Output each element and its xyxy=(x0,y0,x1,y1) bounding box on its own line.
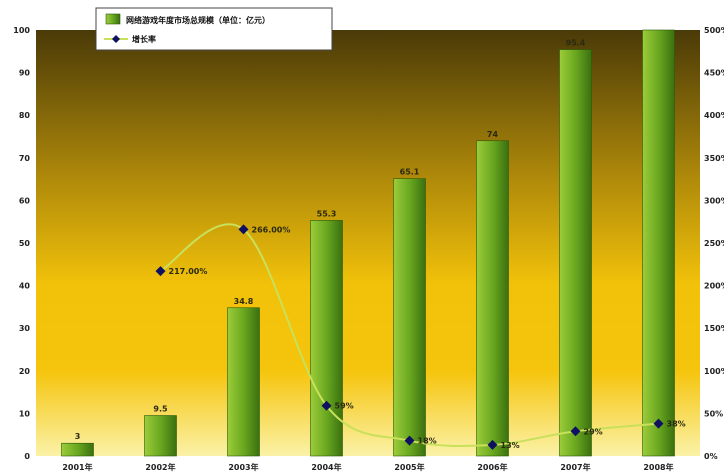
bar xyxy=(476,140,509,457)
y2-tick-label: 300% xyxy=(704,196,724,205)
x-tick-label: 2008年 xyxy=(643,462,673,472)
growth-marker xyxy=(321,400,332,411)
growth-marker xyxy=(570,426,581,437)
y-tick-label: 90 xyxy=(19,69,31,78)
growth-marker xyxy=(238,224,249,235)
legend-line-marker xyxy=(112,35,120,43)
growth-value-label: 266.00% xyxy=(252,225,291,234)
x-tick-label: 2006年 xyxy=(477,462,507,472)
plot-background xyxy=(36,30,700,456)
y-axis-left: 0 10 20 30 40 50 60 70 80 90 100 xyxy=(13,26,30,461)
bar-value-label: 95.4 xyxy=(566,39,586,48)
bar xyxy=(227,307,260,457)
y-tick-label: 40 xyxy=(19,282,31,291)
growth-line-series: 217.00% 266.00% 59% 18% 13% 29% 38% xyxy=(155,223,686,450)
x-tick-label: 2001年 xyxy=(62,462,92,472)
bar xyxy=(642,29,675,457)
growth-value-label: 59% xyxy=(335,402,354,411)
bar-value-label: 9.5 xyxy=(153,405,168,414)
y2-tick-label: 450% xyxy=(704,69,724,78)
y2-tick-label: 100% xyxy=(704,367,724,376)
growth-marker xyxy=(487,439,498,450)
y2-tick-label: 50% xyxy=(704,409,723,418)
x-tick-label: 2002年 xyxy=(145,462,175,472)
bar-value-label: 55.3 xyxy=(317,209,337,218)
y-axis-right: 0% 50% 100% 150% 200% 250% 300% 350% 400% 450% 500… xyxy=(704,26,724,461)
y-tick-label: 20 xyxy=(19,367,31,376)
x-tick-label: 2005年 xyxy=(394,462,424,472)
bar-value-label: 34.8 xyxy=(234,297,254,306)
x-axis: 2001年 2002年 2003年 2004年 2005年 2006年 2007年 2008年 xyxy=(62,462,673,472)
y-tick-label: 70 xyxy=(19,154,31,163)
y-tick-label: 60 xyxy=(19,196,31,205)
growth-value-label: 38% xyxy=(667,420,686,429)
x-tick-label: 2004年 xyxy=(311,462,341,472)
y2-tick-label: 250% xyxy=(704,239,724,248)
y2-tick-label: 500% xyxy=(704,26,724,35)
bar-series: 3 9.5 34.8 55.3 65.1 74 95.4 xyxy=(61,29,675,457)
y2-tick-label: 400% xyxy=(704,111,724,120)
bar-value-label: 65.1 xyxy=(400,168,420,177)
growth-value-label: 29% xyxy=(584,427,603,436)
bar xyxy=(144,415,177,457)
bar xyxy=(310,220,343,457)
growth-value-label: 13% xyxy=(501,441,520,450)
growth-marker xyxy=(653,418,664,429)
legend-box xyxy=(95,7,333,51)
growth-marker xyxy=(404,435,415,446)
y-tick-label: 100 xyxy=(13,26,30,35)
bar xyxy=(559,49,592,457)
legend-bar-swatch xyxy=(105,13,121,25)
y2-tick-label: 150% xyxy=(704,324,724,333)
bar xyxy=(393,178,426,457)
y-tick-label: 10 xyxy=(19,409,31,418)
legend-line-label: 增长率 xyxy=(132,34,156,44)
legend-bar-label: 网络游戏年度市场总规模（单位：亿元） xyxy=(126,15,270,25)
bar-value-label: 3 xyxy=(75,432,81,441)
legend: 网络游戏年度市场总规模（单位：亿元） 增长率 xyxy=(95,7,333,51)
bar xyxy=(61,442,94,457)
y-tick-label: 80 xyxy=(19,111,31,120)
growth-marker xyxy=(155,266,166,277)
y2-tick-label: 0% xyxy=(704,452,718,461)
bar-value-label: 74 xyxy=(487,130,499,139)
y2-tick-label: 350% xyxy=(704,154,724,163)
y2-tick-label: 200% xyxy=(704,282,724,291)
growth-value-label: 217.00% xyxy=(169,267,208,276)
y-tick-label: 50 xyxy=(19,239,31,248)
x-tick-label: 2003年 xyxy=(228,462,258,472)
growth-value-label: 18% xyxy=(418,437,437,446)
y-tick-label: 0 xyxy=(24,452,30,461)
x-tick-label: 2007年 xyxy=(560,462,590,472)
y-tick-label: 30 xyxy=(19,324,31,333)
